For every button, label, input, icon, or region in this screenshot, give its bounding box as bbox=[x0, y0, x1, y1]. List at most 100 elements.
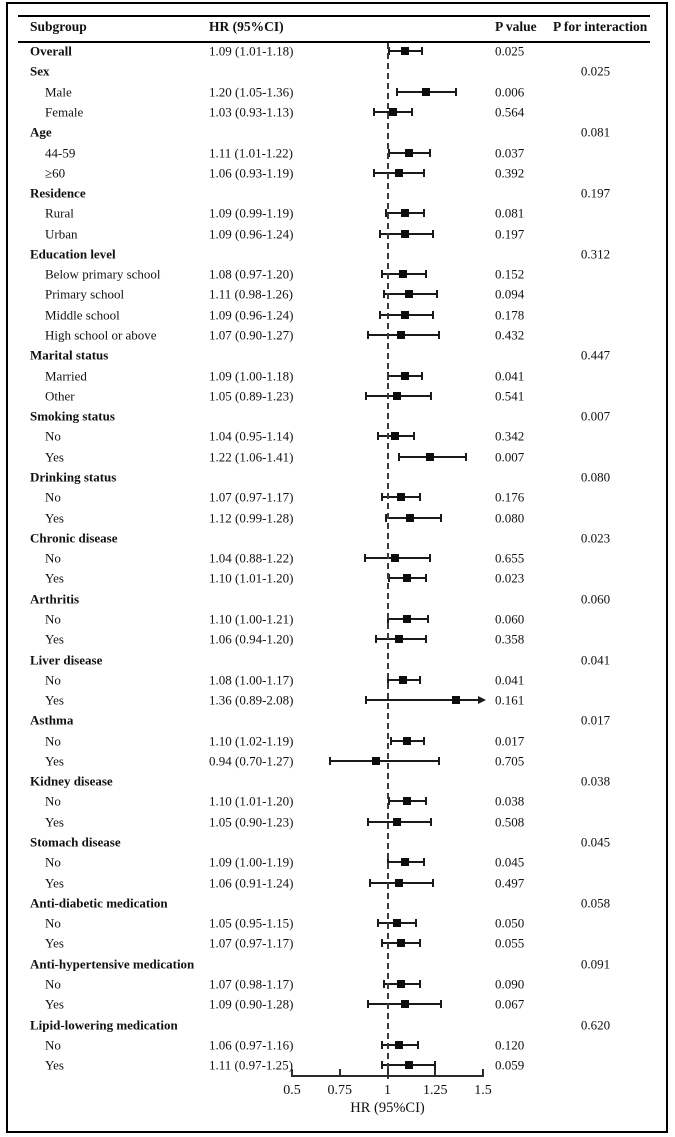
table-row: Yes 1.09 (0.90-1.28) 0.067 bbox=[0, 994, 675, 1014]
ci-cap-high bbox=[426, 614, 429, 623]
subgroup-label: Rural bbox=[45, 205, 74, 221]
hr-ci-value: 1.05 (0.89-1.23) bbox=[209, 388, 294, 404]
point-estimate-marker bbox=[400, 371, 409, 380]
ci-cap-low bbox=[380, 1040, 383, 1049]
table-row: Yes 1.05 (0.90-1.23) 0.508 bbox=[0, 812, 675, 832]
ci-clip-arrow bbox=[478, 696, 486, 705]
subgroup-label: No bbox=[45, 976, 61, 992]
table-row: Age 0.081 bbox=[0, 122, 675, 142]
subgroup-label: Yes bbox=[45, 570, 64, 586]
point-estimate-marker bbox=[389, 107, 398, 116]
point-estimate-marker bbox=[393, 919, 402, 928]
p-value: 0.080 bbox=[495, 510, 525, 526]
p-value: 0.094 bbox=[495, 286, 525, 302]
subgroup-label: 44-59 bbox=[45, 145, 76, 161]
point-estimate-marker bbox=[404, 148, 413, 157]
hr-ci-value: 1.04 (0.88-1.22) bbox=[209, 550, 294, 566]
ci-cap-high bbox=[432, 878, 435, 887]
subgroup-label: Yes bbox=[45, 814, 64, 830]
table-row: No 1.10 (1.00-1.21) 0.060 bbox=[0, 609, 675, 629]
ci-cap-high bbox=[422, 736, 425, 745]
table-row: No 1.04 (0.88-1.22) 0.655 bbox=[0, 548, 675, 568]
p-value: 0.392 bbox=[495, 165, 525, 181]
ci-cap-high bbox=[424, 574, 427, 583]
table-row: Kidney disease 0.038 bbox=[0, 771, 675, 791]
x-axis-tick-label: 1.25 bbox=[423, 1083, 448, 1098]
subgroup-label: High school or above bbox=[45, 327, 157, 343]
hr-ci-value: 1.12 (0.99-1.28) bbox=[209, 510, 294, 526]
subgroup-label: Yes bbox=[45, 935, 64, 951]
subgroup-label: No bbox=[45, 1037, 61, 1053]
subgroup-label: Yes bbox=[45, 875, 64, 891]
p-interaction-value: 0.080 bbox=[580, 469, 611, 485]
point-estimate-marker bbox=[400, 858, 409, 867]
p-interaction-value: 0.312 bbox=[580, 246, 611, 262]
hr-ci-value: 1.22 (1.06-1.41) bbox=[209, 449, 294, 465]
ci-cap-high bbox=[422, 209, 425, 218]
subgroup-label: No bbox=[45, 733, 61, 749]
ci-cap-low bbox=[367, 331, 370, 340]
ci-cap-high bbox=[430, 391, 433, 400]
point-estimate-marker bbox=[406, 513, 415, 522]
p-interaction-value: 0.058 bbox=[580, 895, 611, 911]
column-header-p-value: P value bbox=[495, 19, 537, 34]
ci-cap-high bbox=[439, 1000, 442, 1009]
p-interaction-value: 0.060 bbox=[580, 591, 611, 607]
subgroup-label: ≥60 bbox=[45, 165, 66, 181]
table-row: Yes 1.07 (0.97-1.17) 0.055 bbox=[0, 933, 675, 953]
table-row: Chronic disease 0.023 bbox=[0, 528, 675, 548]
table-row: Yes 1.06 (0.91-1.24) 0.497 bbox=[0, 872, 675, 892]
x-axis-title: HR (95%CI) bbox=[350, 1100, 425, 1116]
p-value: 0.432 bbox=[495, 327, 525, 343]
subgroup-label: Anti-diabetic medication bbox=[30, 895, 168, 911]
ci-cap-high bbox=[455, 87, 458, 96]
p-interaction-value: 0.620 bbox=[580, 1017, 611, 1033]
p-value: 0.497 bbox=[495, 875, 525, 891]
table-row: Asthma 0.017 bbox=[0, 710, 675, 730]
table-row: Overall 1.09 (1.01-1.18) 0.025 bbox=[0, 41, 675, 61]
table-row: Residence 0.197 bbox=[0, 183, 675, 203]
hr-ci-value: 1.08 (0.97-1.20) bbox=[209, 266, 294, 282]
point-estimate-marker bbox=[372, 756, 381, 765]
p-value: 0.178 bbox=[495, 307, 525, 323]
subgroup-label: Below primary school bbox=[45, 266, 161, 282]
point-estimate-marker bbox=[396, 980, 405, 988]
point-estimate-marker bbox=[394, 1040, 403, 1049]
hr-ci-value: 1.09 (1.01-1.18) bbox=[209, 43, 294, 59]
table-row: 44-59 1.11 (1.01-1.22) 0.037 bbox=[0, 142, 675, 162]
subgroup-label: Anti-hypertensive medication bbox=[30, 956, 195, 972]
point-estimate-marker bbox=[398, 270, 407, 279]
table-row: Yes 1.12 (0.99-1.28) 0.080 bbox=[0, 507, 675, 527]
p-value: 0.041 bbox=[495, 672, 525, 688]
hr-ci-value: 1.06 (0.91-1.24) bbox=[209, 875, 294, 891]
point-estimate-marker bbox=[400, 1000, 409, 1009]
table-row: Sex 0.025 bbox=[0, 61, 675, 81]
hr-ci-value: 1.11 (1.01-1.22) bbox=[209, 145, 294, 161]
p-interaction-value: 0.025 bbox=[580, 63, 611, 79]
x-axis-tick bbox=[338, 1069, 341, 1076]
table-row: No 1.05 (0.95-1.15) 0.050 bbox=[0, 913, 675, 933]
ci-cap-high bbox=[418, 939, 421, 948]
subgroup-label: Married bbox=[45, 368, 87, 384]
p-value: 0.038 bbox=[495, 793, 525, 809]
hr-ci-value: 1.05 (0.95-1.15) bbox=[209, 915, 294, 931]
p-value: 0.541 bbox=[495, 388, 525, 404]
p-interaction-value: 0.045 bbox=[580, 834, 611, 850]
table-top-rule bbox=[18, 15, 650, 17]
hr-ci-value: 1.04 (0.95-1.14) bbox=[209, 428, 294, 444]
ci-cap-low bbox=[375, 635, 378, 644]
ci-whisker bbox=[366, 699, 478, 702]
subgroup-label: Smoking status bbox=[30, 408, 115, 424]
ci-cap-high bbox=[415, 919, 418, 928]
subgroup-label: Arthritis bbox=[30, 591, 80, 607]
ci-cap-high bbox=[432, 310, 435, 319]
point-estimate-marker bbox=[400, 310, 409, 319]
ci-cap-low bbox=[388, 574, 391, 583]
point-estimate-marker bbox=[425, 452, 434, 461]
ci-cap-high bbox=[422, 858, 425, 867]
point-estimate-marker bbox=[402, 797, 411, 806]
ci-cap-low bbox=[365, 391, 368, 400]
hr-ci-value: 1.10 (1.02-1.19) bbox=[209, 733, 294, 749]
point-estimate-marker bbox=[394, 168, 403, 177]
p-value: 0.564 bbox=[495, 104, 525, 120]
